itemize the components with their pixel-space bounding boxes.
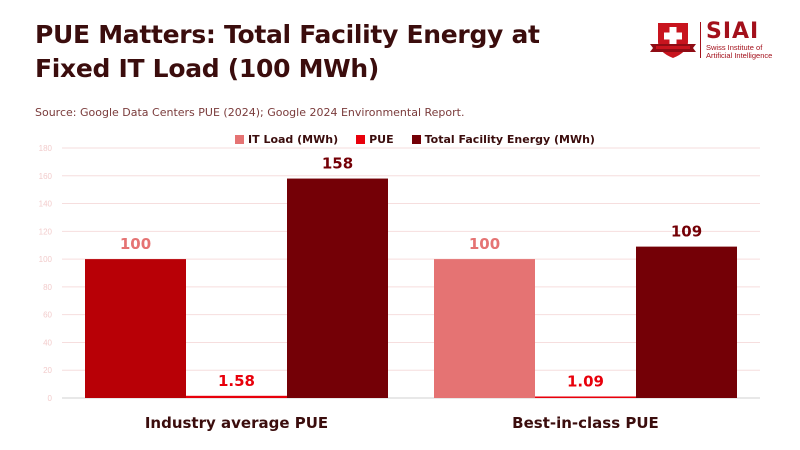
title-line-1: PUE Matters: Total Facility Energy at	[35, 20, 540, 49]
chart-title: PUE Matters: Total Facility Energy at Fi…	[35, 18, 595, 86]
y-tick-label: 100	[39, 255, 53, 264]
y-tick-label: 140	[39, 200, 53, 209]
y-tick-label: 60	[43, 311, 52, 320]
legend-item-it-load[interactable]: IT Load (MWh)	[235, 133, 338, 146]
data-labels: 100 1.58 158 100 1.09 109	[120, 155, 702, 391]
y-tick-label: 160	[39, 172, 53, 181]
legend-swatch-pue	[356, 135, 366, 144]
legend-swatch-total-energy	[411, 135, 421, 144]
title-line-2: Fixed IT Load (100 MWh)	[35, 54, 380, 83]
siai-logo: SIAI Swiss Institute of Artificial Intel…	[648, 20, 778, 62]
bar-pue-1	[535, 396, 636, 398]
y-axis-ticks: 0 20 40 60 80 100 120 140 160 180	[39, 144, 53, 403]
logo-subtitle-2: Artificial Intelligence	[706, 51, 773, 60]
chart-legend: IT Load (MWh) PUE Total Facility Energy …	[0, 133, 800, 146]
legend-item-pue[interactable]: PUE	[356, 133, 394, 146]
logo-subtitle-1: Swiss Institute of	[706, 43, 763, 52]
bar-pue-0	[186, 395, 287, 398]
x-category-label: Industry average PUE	[145, 414, 328, 432]
data-label: 100	[120, 235, 151, 253]
bars	[85, 178, 737, 398]
legend-label-it-load: IT Load (MWh)	[248, 133, 339, 146]
bar-it-load-mwh--1	[434, 259, 535, 398]
data-label: 100	[469, 235, 500, 253]
legend-label-pue: PUE	[369, 133, 394, 146]
data-label: 1.09	[567, 372, 604, 390]
legend-swatch-it-load	[235, 135, 245, 144]
y-tick-label: 0	[48, 394, 53, 403]
logo-divider	[700, 22, 701, 58]
data-label: 109	[671, 223, 702, 241]
y-tick-label: 80	[43, 283, 52, 292]
source-note: Source: Google Data Centers PUE (2024); …	[35, 106, 465, 119]
y-tick-label: 20	[43, 366, 52, 375]
data-label: 158	[322, 155, 353, 173]
legend-item-total-energy[interactable]: Total Facility Energy (MWh)	[411, 133, 595, 146]
bar-total-facility-energy-mwh--1	[636, 246, 737, 398]
y-tick-label: 40	[43, 338, 52, 347]
swiss-cross-shield-icon	[650, 23, 696, 58]
bar-total-facility-energy-mwh--0	[287, 178, 388, 398]
bar-it-load-mwh--0	[85, 259, 186, 398]
y-tick-label: 180	[39, 144, 53, 153]
x-category-label: Best-in-class PUE	[512, 414, 659, 432]
data-label: 1.58	[218, 372, 255, 390]
y-tick-label: 120	[39, 227, 53, 236]
x-axis-categories: Industry average PUE Best-in-class PUE	[145, 414, 659, 432]
logo-name: SIAI	[706, 19, 760, 44]
legend-label-total-energy: Total Facility Energy (MWh)	[424, 133, 595, 146]
